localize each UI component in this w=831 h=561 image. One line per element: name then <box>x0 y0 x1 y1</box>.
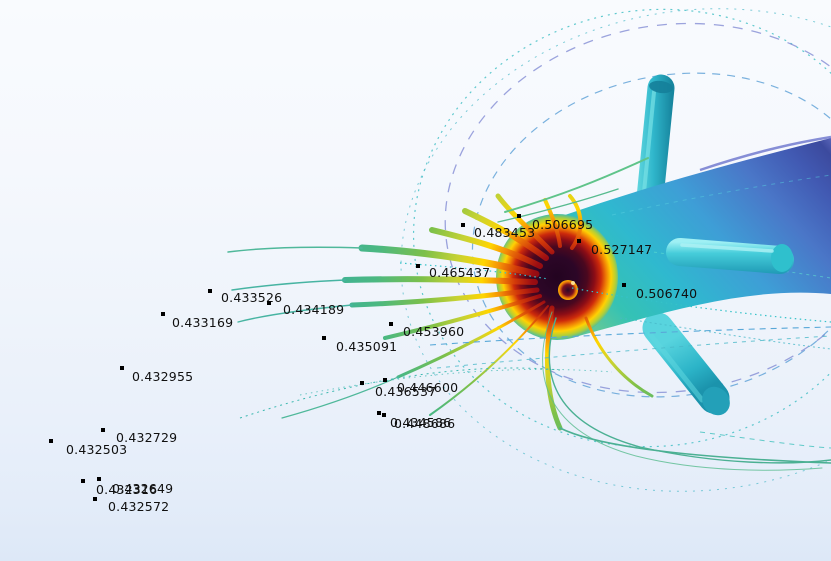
fin-top <box>636 74 675 212</box>
fin-side <box>666 238 794 274</box>
dashed-flow-lines <box>239 262 831 449</box>
streamlines-fan <box>342 193 654 431</box>
streamline-tails <box>227 157 831 471</box>
fin-bottom <box>642 312 730 416</box>
